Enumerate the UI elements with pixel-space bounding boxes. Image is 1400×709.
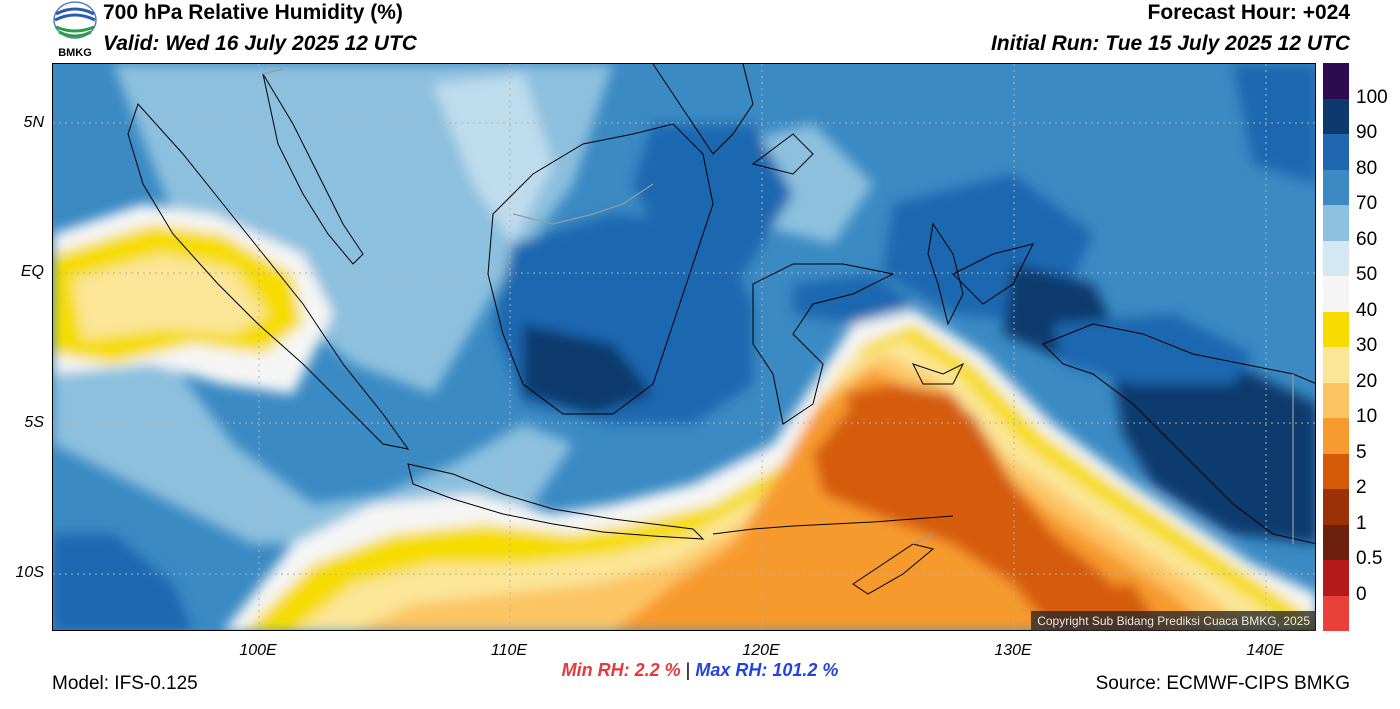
chart-title: 700 hPa Relative Humidity (%)	[103, 1, 403, 24]
logo-text: BMKG	[58, 47, 92, 59]
max-rh-label: Max RH:	[695, 660, 768, 680]
colorbar-swatch	[1323, 595, 1349, 631]
colorbar-swatch	[1323, 134, 1349, 170]
lon-label-100e: 100E	[239, 642, 277, 659]
colorbar-label: 10	[1356, 406, 1378, 427]
min-rh-label: Min RH:	[561, 660, 630, 680]
colorbar-swatch	[1323, 382, 1349, 418]
colorbar-swatch	[1323, 418, 1349, 454]
colorbar-swatch	[1323, 276, 1349, 312]
lat-label-5n: 5N	[23, 114, 44, 131]
colorbar-swatch	[1323, 453, 1349, 489]
colorbar-label: 30	[1356, 335, 1378, 356]
initial-run: Initial Run: Tue 15 July 2025 12 UTC	[990, 32, 1350, 55]
lon-label-140e: 140E	[1246, 642, 1284, 659]
lat-label-eq: EQ	[20, 263, 44, 280]
max-rh-value: 101.2 %	[772, 660, 839, 680]
colorbar-swatch	[1323, 98, 1349, 134]
colorbar-label: 5	[1356, 441, 1367, 463]
coastlines	[127, 64, 1315, 595]
colorbar-swatch	[1323, 524, 1349, 560]
colorbar-swatch	[1323, 169, 1349, 205]
colorbar-label: 0	[1356, 583, 1367, 605]
colorbar-label: 2	[1356, 477, 1367, 498]
copyright-notice: Copyright Sub Bidang Prediksi Cuaca BMKG…	[1031, 611, 1316, 631]
valid-time: Valid: Wed 16 July 2025 12 UTC	[103, 32, 417, 55]
colorbar-label: 0.5	[1356, 548, 1383, 569]
lon-label-130e: 130E	[994, 642, 1032, 659]
colorbar-label: 60	[1356, 228, 1378, 250]
colorbar-label: 40	[1356, 299, 1378, 321]
colorbar-label: 1	[1356, 512, 1367, 534]
colorbar-label: 100	[1356, 86, 1388, 108]
colorbar-swatch	[1323, 560, 1349, 596]
min-rh-value: 2.2 %	[634, 660, 681, 680]
colorbar-swatch	[1323, 240, 1349, 276]
colorbar-swatch	[1323, 311, 1349, 347]
rh-stats: Min RH: 2.2 % | Max RH: 101.2 %	[0, 660, 1400, 681]
stats-separator: |	[685, 660, 691, 680]
colorbar	[1323, 63, 1349, 631]
grid-lines	[53, 64, 1315, 630]
rh-field	[53, 64, 1315, 630]
colorbar-swatch	[1323, 205, 1349, 241]
model-info: Model: IFS-0.125	[52, 673, 198, 694]
colorbar-label: 50	[1356, 264, 1378, 285]
colorbar-label: 80	[1356, 157, 1378, 179]
colorbar-swatch	[1323, 489, 1349, 525]
forecast-hour: Forecast Hour: +024	[1147, 1, 1351, 24]
colorbar-swatch	[1323, 347, 1349, 383]
colorbar-swatch	[1323, 63, 1349, 99]
colorbar-label: 20	[1356, 370, 1378, 392]
humidity-map	[52, 63, 1316, 631]
colorbar-label: 70	[1356, 193, 1378, 214]
colorbar-label: 90	[1356, 122, 1378, 143]
bmkg-logo	[52, 0, 98, 60]
lon-label-120e: 120E	[742, 642, 780, 659]
source-info: Source: ECMWF-CIPS BMKG	[1095, 673, 1350, 694]
lat-label-5s: 5S	[24, 414, 44, 431]
borders	[262, 68, 1294, 545]
lon-label-110e: 110E	[490, 642, 528, 659]
lat-label-10s: 10S	[15, 564, 44, 581]
